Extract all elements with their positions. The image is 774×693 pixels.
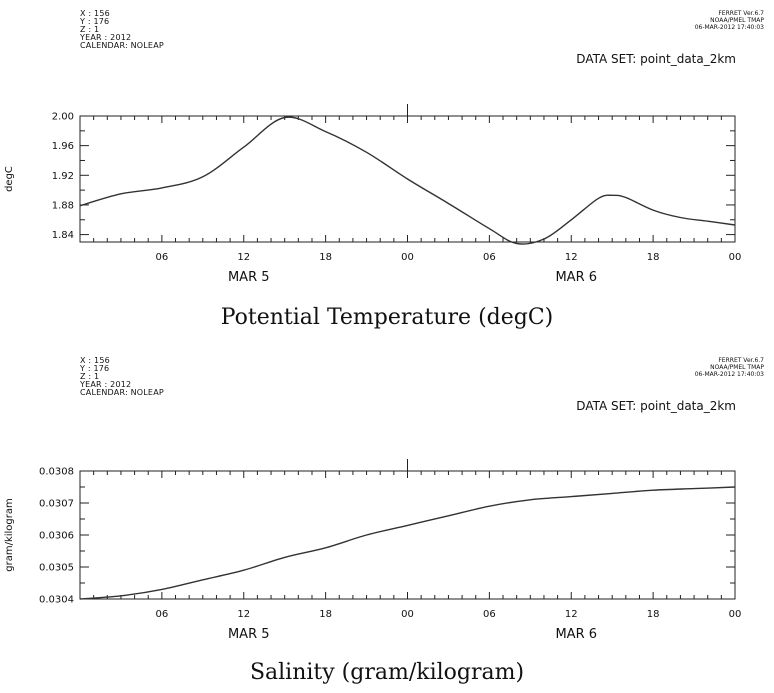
y-axis-label: degC — [4, 166, 15, 192]
salinity-panel: X : 156 Y : 176 Z : 1 YEAR : 2012 CALEND… — [0, 347, 774, 693]
chart-title: Salinity (gram/kilogram) — [249, 660, 525, 685]
day-label: MAR 5 — [228, 270, 270, 285]
x-tick-label: 06 — [156, 252, 169, 263]
plot-frame — [79, 470, 736, 600]
temperature-panel: X : 156 Y : 176 Z : 1 YEAR : 2012 CALEND… — [0, 0, 774, 346]
y-tick-label: 1.88 — [52, 200, 74, 211]
meta-x: X : 156 — [80, 9, 110, 18]
day-label: MAR 5 — [228, 627, 270, 642]
y-tick-label: 1.96 — [52, 141, 74, 152]
meta-y: Y : 176 — [80, 17, 110, 26]
metadata-block: X : 156 Y : 176 Z : 1 YEAR : 2012 CALEND… — [80, 10, 164, 50]
y-tick-label: 2.00 — [52, 112, 74, 123]
meta-x: X : 156 — [80, 356, 110, 365]
meta-year: YEAR : 2012 — [80, 33, 132, 42]
ferret-date: 06-MAR-2012 17:40:03 — [694, 24, 764, 31]
x-tick-label: 06 — [156, 609, 169, 620]
metadata-block: X : 156 Y : 176 Z : 1 YEAR : 2012 CALEND… — [80, 357, 164, 397]
meta-calendar: CALENDAR: NOLEAP — [80, 41, 164, 50]
y-tick-label: 0.0306 — [39, 531, 74, 542]
x-tick-label: 06 — [483, 252, 496, 263]
dataset-label: DATA SET: point_data_2km — [576, 399, 736, 413]
ferret-version: FERRET Ver.6.7 — [718, 10, 764, 17]
day-label: MAR 6 — [555, 627, 597, 642]
ferret-org: NOAA/PMEL TMAP — [710, 17, 764, 24]
y-axis-label: gram/kilogram — [4, 498, 15, 572]
y-tick-label: 0.0304 — [39, 595, 74, 606]
x-tick-label: 00 — [729, 252, 742, 263]
meta-calendar: CALENDAR: NOLEAP — [80, 388, 164, 397]
y-tick-label: 0.0308 — [39, 467, 74, 478]
salinity-chart: 06 12 18 00 06 12 18 00 MAR 5 MAR 6 0.0308 0.0307 0.… — [4, 459, 742, 642]
ferret-stamp: FERRET Ver.6.7 NOAA/PMEL TMAP 06-MAR-201… — [695, 10, 764, 31]
meta-z: Z : 1 — [80, 25, 100, 34]
x-tick-label: 18 — [319, 252, 332, 263]
ferret-org: NOAA/PMEL TMAP — [710, 364, 764, 371]
day-label: MAR 6 — [555, 270, 597, 285]
series-line — [79, 486, 736, 600]
x-tick-label: 18 — [319, 609, 332, 620]
x-tick-label: 12 — [565, 609, 578, 620]
y-tick-label: 1.84 — [52, 230, 74, 241]
meta-year: YEAR : 2012 — [80, 380, 132, 389]
x-tick-label: 18 — [647, 252, 660, 263]
meta-z: Z : 1 — [80, 372, 100, 381]
chart-title: Potential Temperature (degC) — [220, 305, 554, 330]
y-tick-label: 1.92 — [52, 171, 74, 182]
x-tick-label: 06 — [483, 609, 496, 620]
x-tick-label: 00 — [401, 252, 414, 263]
series-line — [79, 116, 736, 245]
x-tick-label: 00 — [401, 609, 414, 620]
x-tick-label: 18 — [647, 609, 660, 620]
x-tick-label: 12 — [565, 252, 578, 263]
x-tick-label: 00 — [729, 609, 742, 620]
x-tick-label: 12 — [237, 252, 250, 263]
x-tick-label: 12 — [237, 609, 250, 620]
y-tick-label: 0.0307 — [39, 499, 74, 510]
ferret-version: FERRET Ver.6.7 — [718, 357, 764, 364]
y-tick-label: 0.0305 — [39, 563, 74, 574]
dataset-label: DATA SET: point_data_2km — [576, 52, 736, 66]
temperature-chart: 06 12 18 00 06 12 18 00 MAR 5 MAR 6 2.00 1.96 1.92 1.… — [4, 104, 742, 285]
meta-y: Y : 176 — [80, 364, 110, 373]
ferret-date: 06-MAR-2012 17:40:03 — [694, 371, 764, 378]
ferret-stamp: FERRET Ver.6.7 NOAA/PMEL TMAP 06-MAR-201… — [695, 357, 764, 378]
